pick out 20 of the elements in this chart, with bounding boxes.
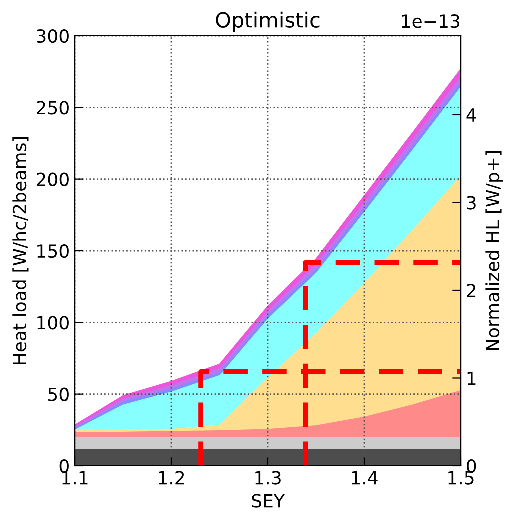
y-axis-title: Heat load [W/hc/2beams]	[12, 137, 29, 364]
x-tick-label: 1.2	[159, 471, 184, 485]
x-tick-label: 1.5	[448, 471, 474, 485]
y-tick-label: 250	[37, 101, 69, 115]
x-tick-label: 1.3	[256, 471, 281, 485]
text: 1e−13	[402, 14, 460, 28]
y-tick-label: 50	[48, 388, 69, 402]
y-tick-label: 100	[38, 316, 69, 330]
x-tick-label: 1.4	[352, 471, 378, 485]
y2-tick-label: 1	[468, 372, 476, 386]
y2-tick-label: 3	[467, 196, 476, 210]
x-tick-label: 1.1	[62, 471, 88, 485]
chart-title: Optimistic	[216, 12, 320, 32]
y-tick-label: 200	[37, 172, 69, 186]
y2-tick-label: 2	[467, 284, 476, 298]
y-tick-label: 300	[37, 29, 69, 44]
y2-axis-title: Normalized HL [W/p+]	[486, 151, 504, 350]
x-axis-title: SEY	[252, 494, 285, 508]
y2-tick-label: 4	[466, 108, 476, 122]
y-tick-label: 150	[38, 244, 69, 258]
